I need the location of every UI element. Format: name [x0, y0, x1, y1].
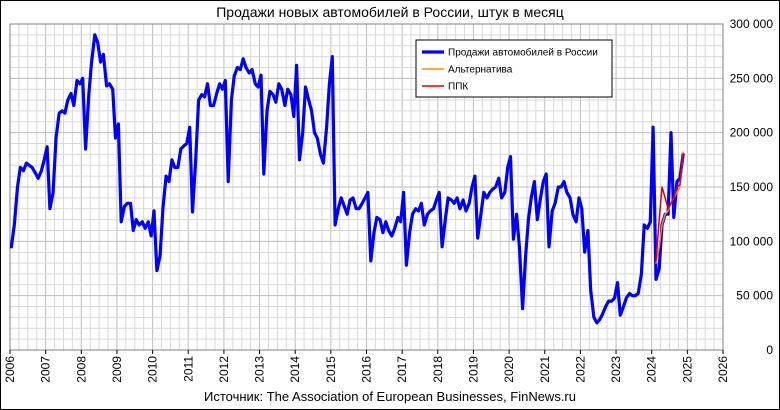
- chart-title: Продажи новых автомобилей в России, штук…: [216, 4, 564, 20]
- x-tick-label: 2011: [181, 356, 195, 382]
- legend-label: ППК: [448, 82, 468, 93]
- x-tick-label: 2021: [538, 356, 552, 383]
- x-tick-label: 2013: [253, 356, 267, 383]
- x-tick-label: 2006: [3, 356, 17, 383]
- x-tick-label: 2010: [146, 356, 160, 383]
- series-line: [9, 33, 685, 325]
- series-line: [655, 153, 684, 262]
- x-tick-label: 2014: [288, 356, 302, 383]
- y-tick-label: 300 000: [730, 17, 774, 31]
- x-tick-label: 2026: [716, 356, 730, 383]
- x-tick-label: 2019: [466, 356, 480, 383]
- x-tick-label: 2017: [395, 356, 409, 383]
- x-tick-label: 2015: [324, 356, 338, 383]
- legend-box: [415, 39, 613, 98]
- x-tick-label: 2012: [217, 356, 231, 383]
- x-tick-label: 2024: [645, 356, 659, 383]
- chart-source: Источник: The Association of European Bu…: [204, 389, 576, 404]
- x-tick-label: 2009: [110, 356, 124, 383]
- x-tick-label: 2018: [431, 356, 445, 383]
- y-tick-label: 100 000: [730, 234, 774, 248]
- x-tick-label: 2025: [680, 356, 694, 383]
- x-tick-label: 2007: [39, 356, 53, 383]
- x-tick-label: 2008: [74, 356, 88, 383]
- legend-label: Альтернатива: [448, 65, 513, 76]
- x-tick-label: 2016: [360, 356, 374, 383]
- x-tick-label: 2023: [609, 356, 623, 383]
- y-tick-label: 200 000: [730, 126, 774, 140]
- legend-label: Продажи автомобилей в России: [448, 47, 598, 59]
- x-tick-label: 2022: [573, 356, 587, 383]
- y-tick-label: 250 000: [730, 71, 774, 85]
- y-tick-label: 0: [766, 343, 773, 357]
- y-tick-label: 50 000: [736, 289, 773, 303]
- x-tick-label: 2020: [502, 356, 516, 383]
- y-tick-label: 150 000: [730, 180, 774, 194]
